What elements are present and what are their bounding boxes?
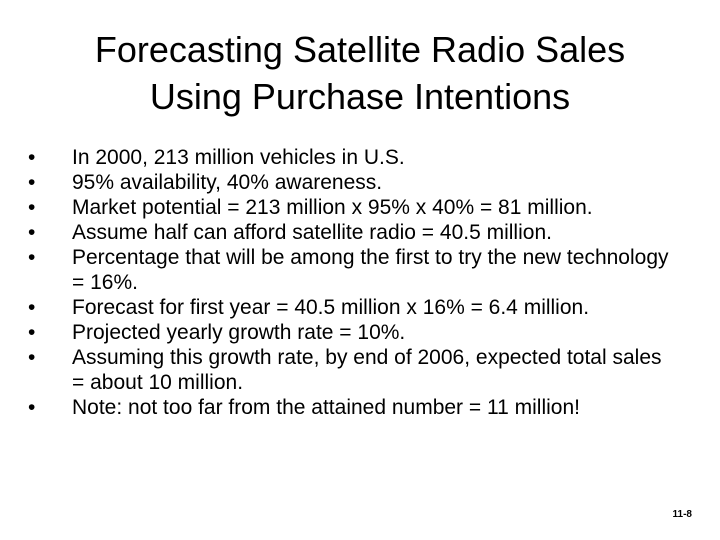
bullet-item: • Percentage that will be among the first… [28,245,678,295]
bullet-item: • In 2000, 213 million vehicles in U.S. [28,145,678,170]
slide-title-line-2: Using Purchase Intentions [149,76,571,117]
bullet-icon: • [28,221,36,244]
bullet-icon: • [28,246,36,269]
bullet-icon: • [28,296,36,319]
bullet-text: Assume half can afford satellite radio =… [72,221,552,244]
slide-number: 11-8 [672,509,692,520]
bullet-list: • In 2000, 213 million vehicles in U.S. •… [28,145,678,420]
bullet-item: • Note: not too far from the attained num… [28,395,678,420]
bullet-icon: • [28,396,36,419]
bullet-item: • Assume half can afford satellite radio … [28,220,678,245]
slide-title: Forecasting Satellite Radio Sales Using … [0,26,720,120]
bullet-text: Projected yearly growth rate = 10%. [72,321,406,344]
slide-title-line-1: Forecasting Satellite Radio Sales [94,29,626,70]
bullet-icon: • [28,146,36,169]
bullet-icon: • [28,346,36,369]
bullet-item: • Assuming this growth rate, by end of 20… [28,345,678,395]
bullet-icon: • [28,321,36,344]
bullet-text: Forecast for first year = 40.5 million x… [72,296,590,319]
bullet-text: Assuming this growth rate, by end of 200… [72,346,662,394]
bullet-text: 95% availability, 40% awareness. [72,171,383,194]
bullet-text: Percentage that will be among the first … [72,246,669,294]
bullet-item: • Market potential = 213 million x 95% x … [28,195,678,220]
bullet-item: • 95% availability, 40% awareness. [28,170,678,195]
bullet-text: In 2000, 213 million vehicles in U.S. [72,146,405,169]
bullet-item: • Projected yearly growth rate = 10%. [28,320,678,345]
bullet-text: Market potential = 213 million x 95% x 4… [72,196,593,219]
bullet-icon: • [28,196,36,219]
bullet-text: Note: not too far from the attained numb… [72,396,580,419]
bullet-item: • Forecast for first year = 40.5 million … [28,295,678,320]
bullet-icon: • [28,171,36,194]
